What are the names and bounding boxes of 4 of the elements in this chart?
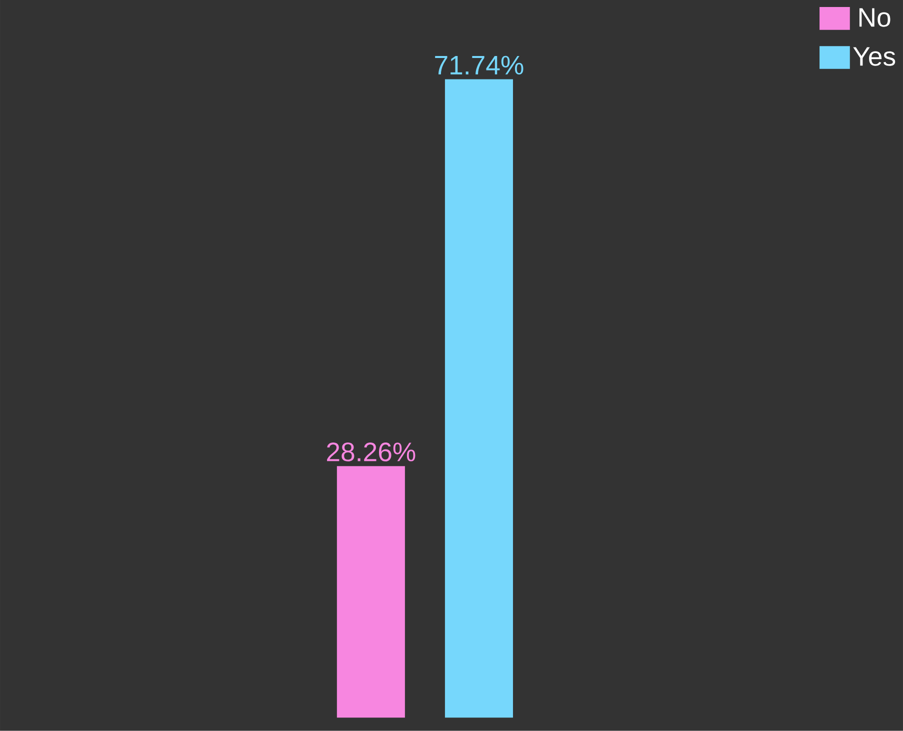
data-label: 28.26%	[327, 442, 416, 462]
legend-label: Yes	[853, 47, 896, 66]
data-label: 71.74%	[435, 56, 524, 75]
legend-label: No	[859, 8, 890, 27]
